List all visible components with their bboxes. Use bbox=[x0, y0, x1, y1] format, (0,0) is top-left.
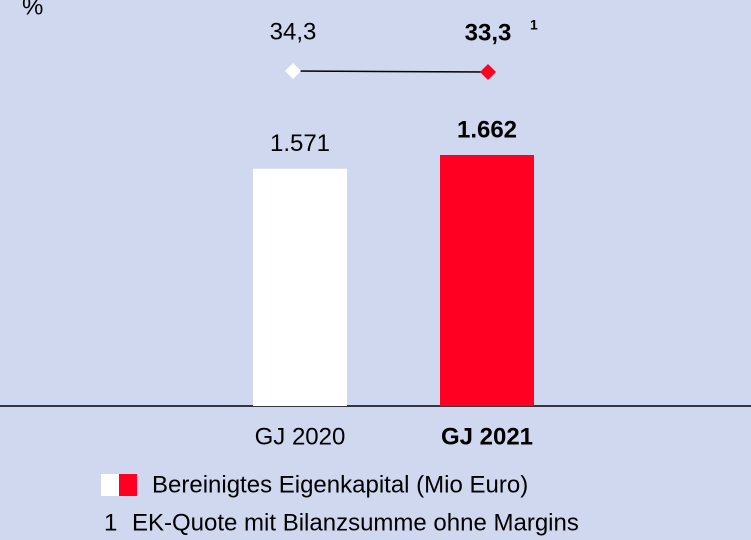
note-ref: 1 bbox=[530, 17, 538, 33]
x-tick-label: GJ 2020 bbox=[255, 423, 346, 450]
line-marker bbox=[285, 63, 301, 79]
bar-value-label: 1.662 bbox=[457, 116, 517, 143]
legend-swatch bbox=[119, 474, 137, 496]
bar-value-label: 1.571 bbox=[270, 130, 330, 157]
line-value-label: 34,3 bbox=[270, 18, 317, 45]
line-marker bbox=[480, 64, 496, 80]
bar bbox=[253, 168, 347, 406]
bar bbox=[440, 155, 534, 406]
footnote-marker: 1 bbox=[104, 509, 117, 536]
unit-label: % bbox=[22, 0, 43, 20]
x-tick-label: GJ 2021 bbox=[441, 423, 533, 450]
line bbox=[292, 70, 489, 73]
line-value-label: 33,3 bbox=[465, 19, 512, 46]
legend-swatch bbox=[101, 474, 119, 496]
legend-label: Bereinigtes Eigenkapital (Mio Euro) bbox=[152, 471, 528, 498]
footnote-text: EK-Quote mit Bilanzsumme ohne Margins bbox=[132, 509, 579, 536]
